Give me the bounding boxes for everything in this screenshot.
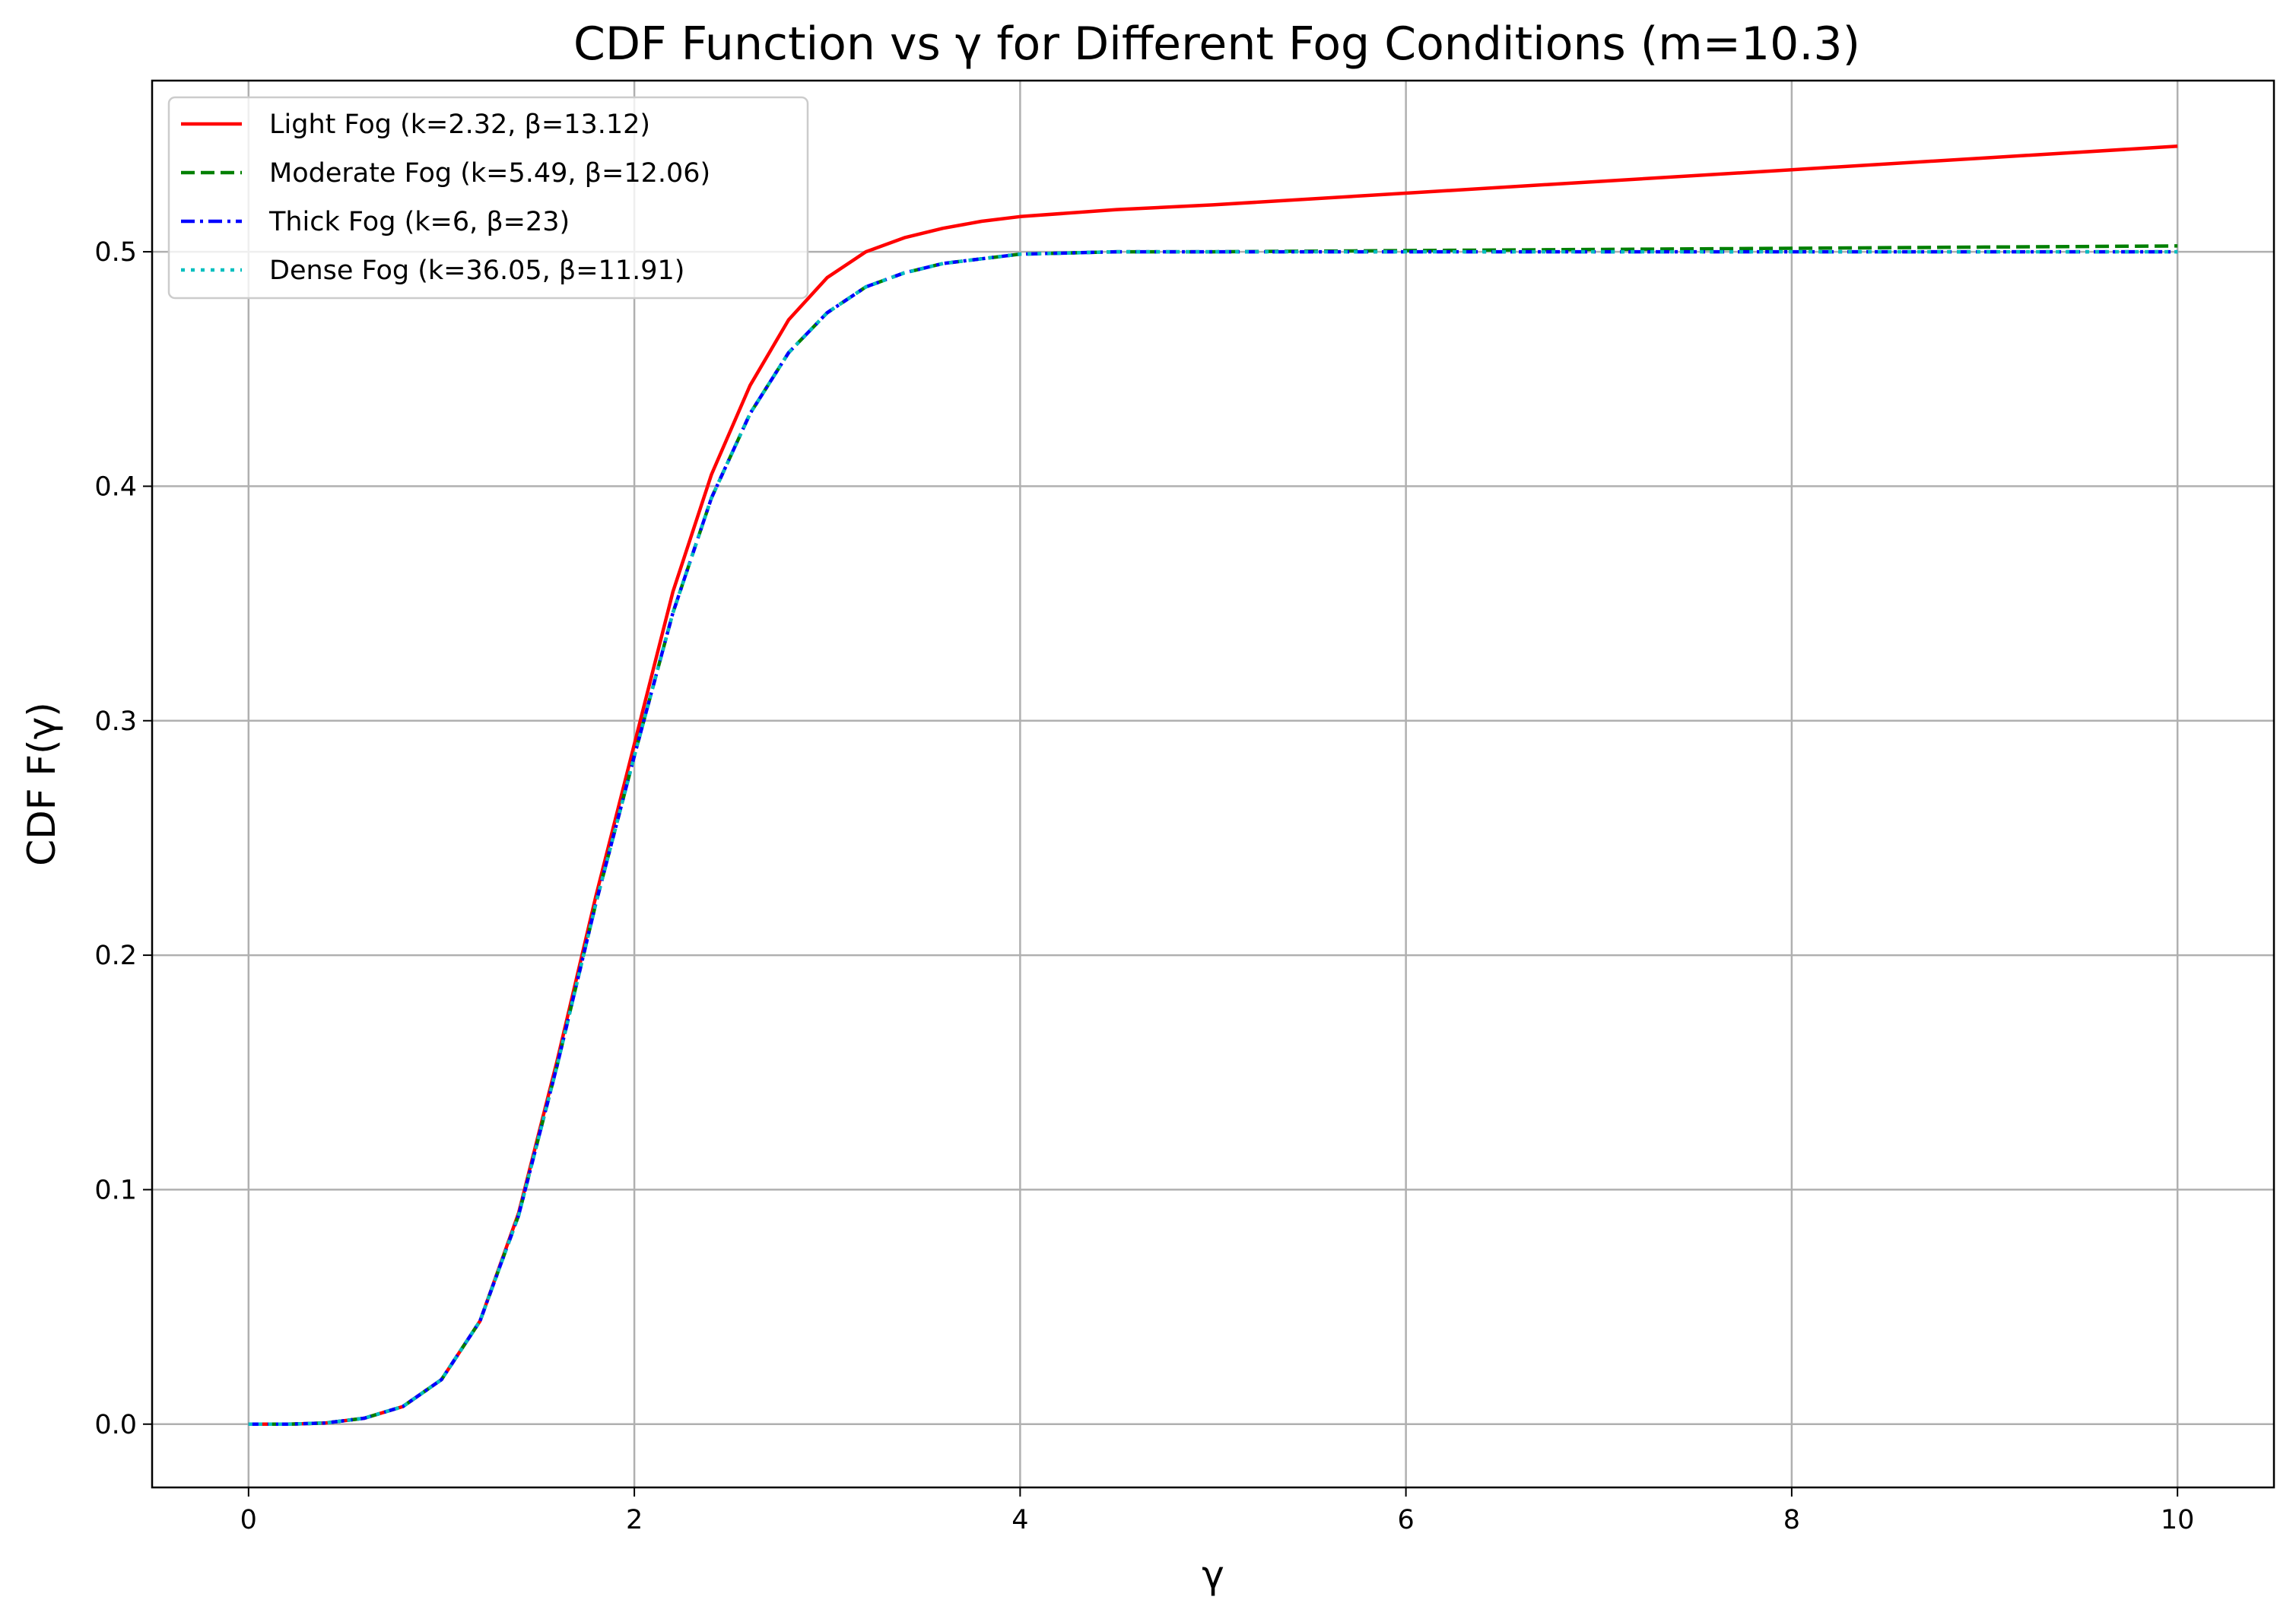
x-tick-label: 8	[1783, 1505, 1800, 1535]
y-axis-ticks: 0.0 0.1 0.2 0.3 0.4 0.5	[94, 237, 152, 1440]
axes-frame	[151, 79, 2275, 1489]
x-tick-label: 6	[1397, 1505, 1414, 1535]
y-tick-label: 0.0	[94, 1410, 137, 1440]
legend-label-4: Dense Fog (k=36.05, β=11.91)	[269, 256, 684, 286]
series-line-3	[248, 249, 2178, 1427]
y-tick-label: 0.2	[94, 941, 137, 971]
y-tick-label: 0.4	[94, 471, 137, 502]
x-axis-label: γ	[1202, 1553, 1224, 1597]
x-tick-label: 0	[240, 1505, 257, 1535]
chart-title: CDF Function vs γ for Different Fog Cond…	[573, 17, 1860, 71]
series-lines	[248, 144, 2178, 1427]
y-tick-label: 0.5	[94, 237, 137, 268]
legend-frame	[167, 96, 809, 300]
legend-label-2: Moderate Fog (k=5.49, β=12.06)	[269, 158, 710, 189]
legend: Light Fog (k=2.32, β=13.12) Moderate Fog …	[167, 96, 809, 300]
plot-area	[151, 79, 2275, 1489]
y-tick-label: 0.1	[94, 1175, 137, 1205]
legend-label-3: Thick Fog (k=6, β=23)	[268, 207, 570, 237]
y-tick-label: 0.3	[94, 706, 137, 737]
x-tick-label: 4	[1011, 1505, 1028, 1535]
series-line-4	[248, 249, 2178, 1427]
x-tick-label: 2	[626, 1505, 643, 1535]
legend-label-1: Light Fog (k=2.32, β=13.12)	[269, 110, 650, 140]
x-tick-label: 10	[2161, 1505, 2195, 1535]
x-axis-ticks: 0 2 4 6 8 10	[240, 1487, 2195, 1535]
y-axis-label: CDF F(γ)	[20, 702, 64, 865]
